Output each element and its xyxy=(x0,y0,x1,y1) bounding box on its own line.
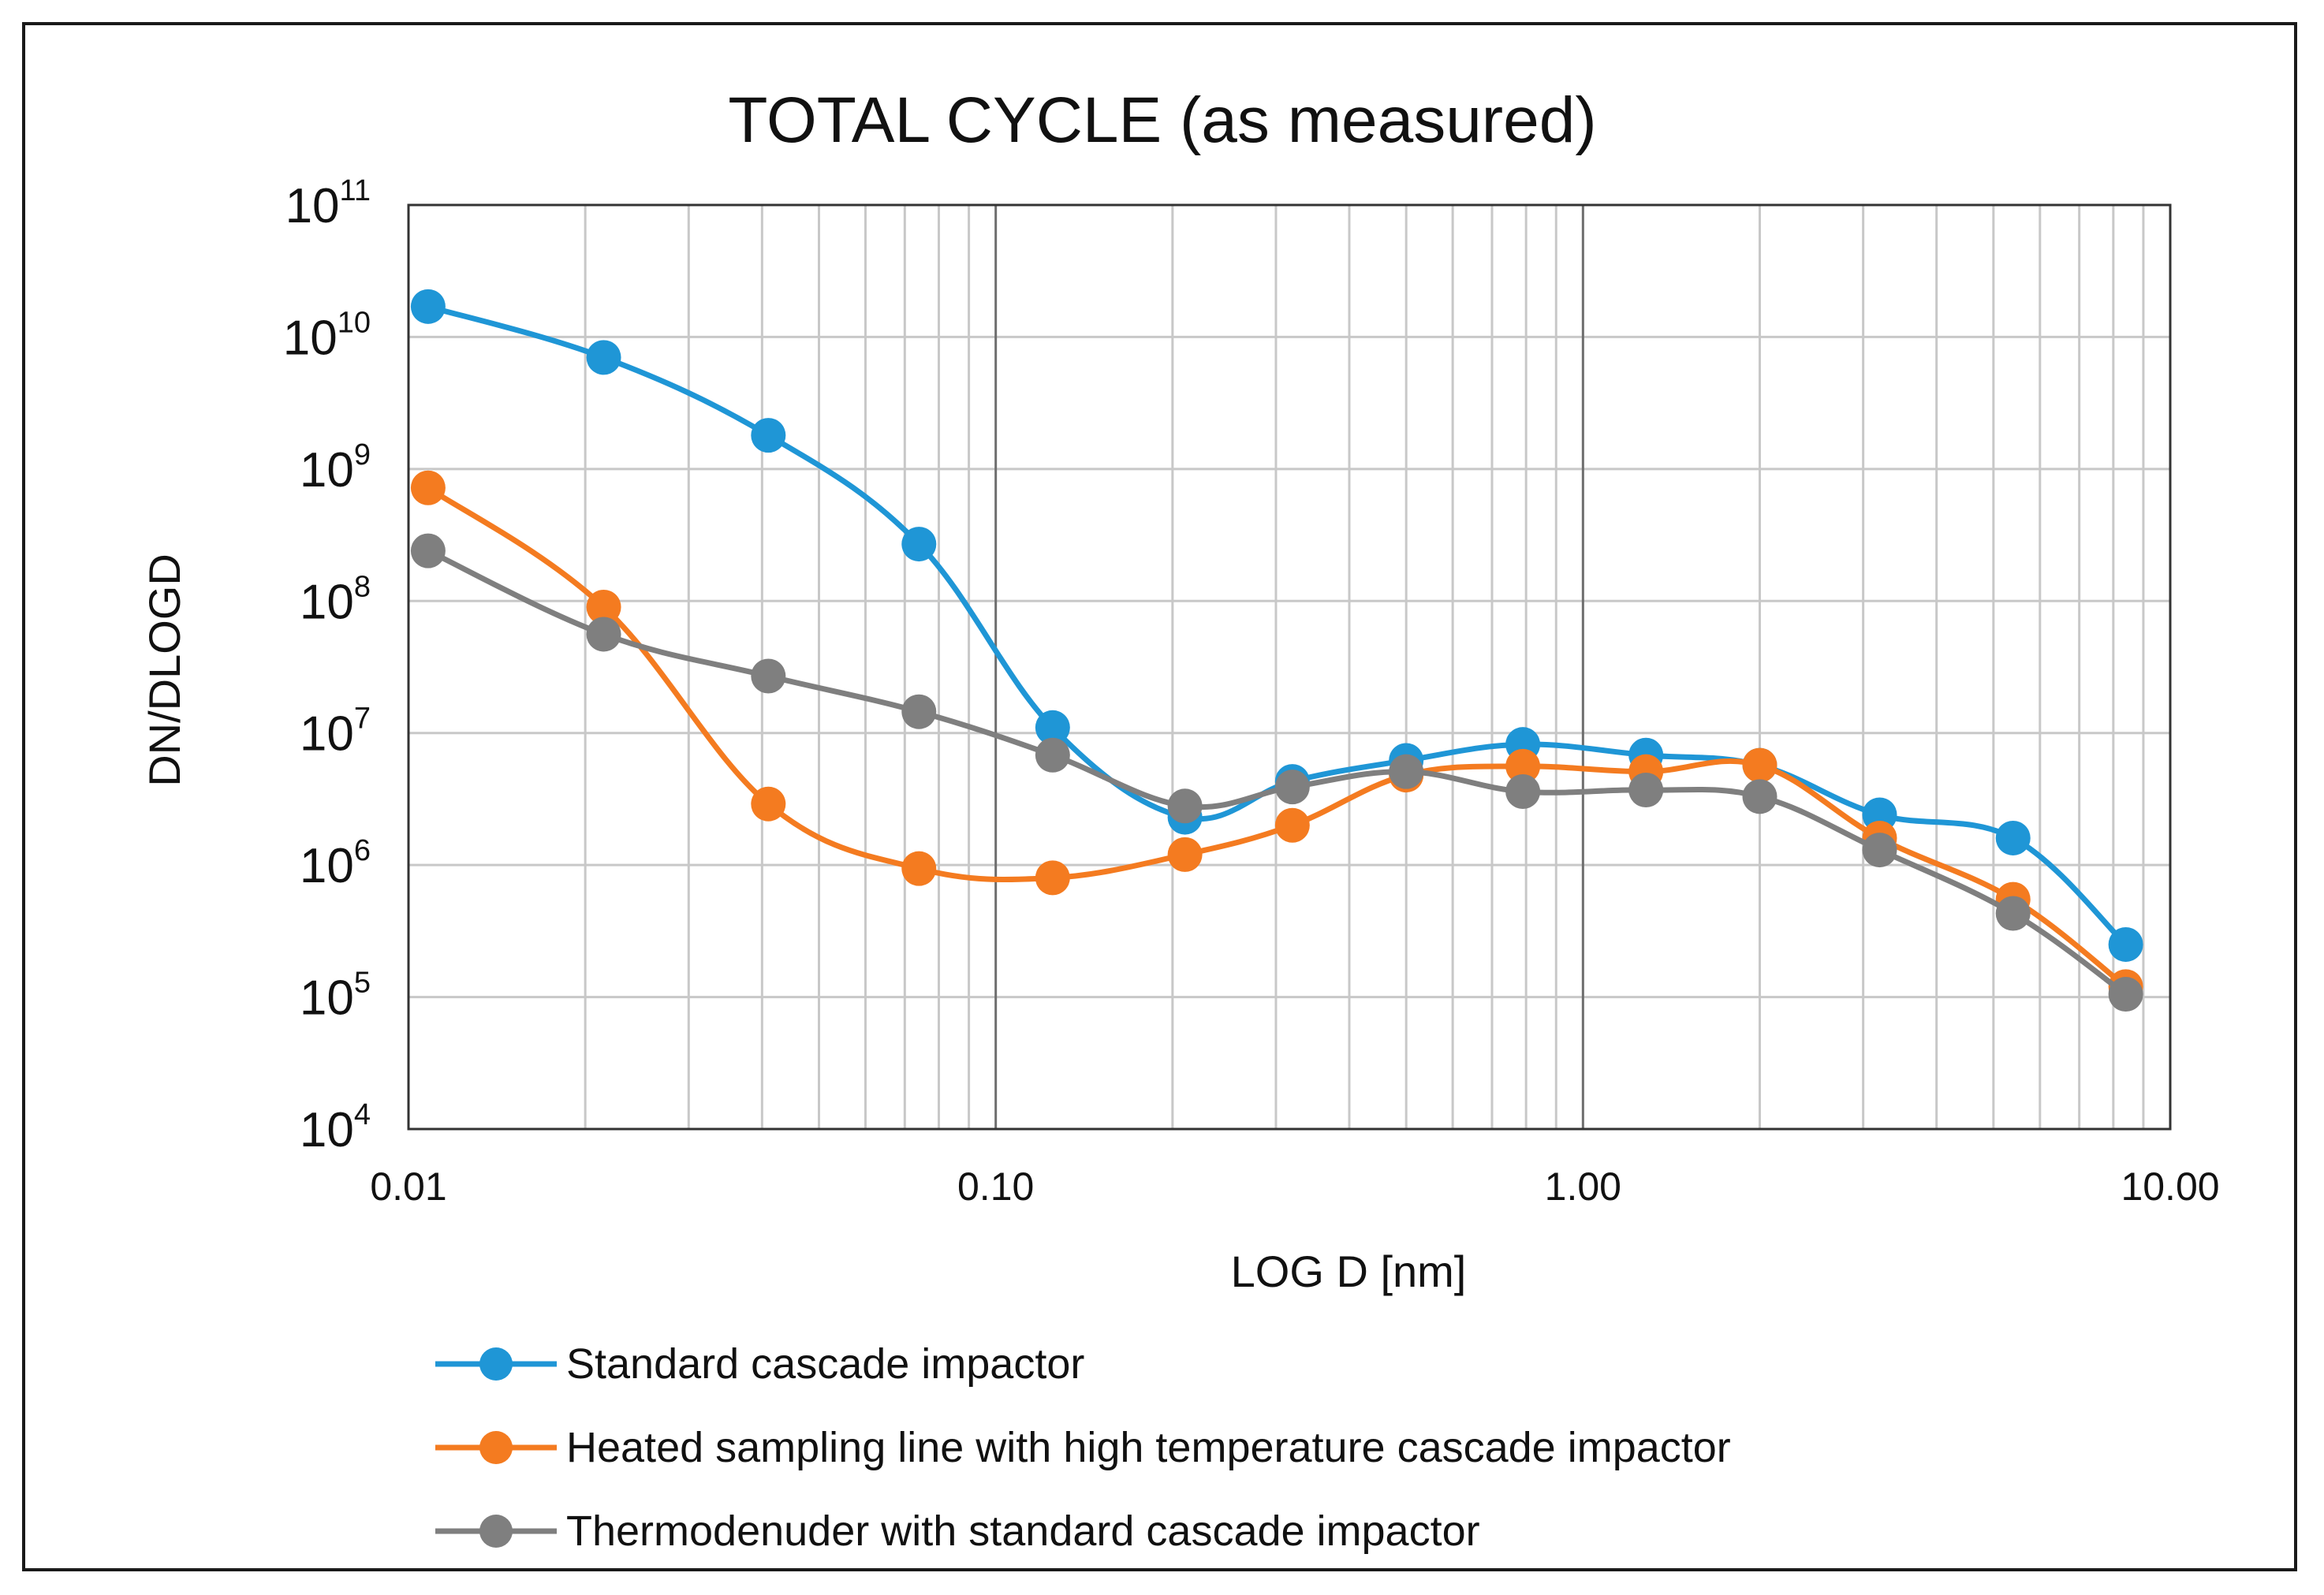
chart-title: TOTAL CYCLE (as measured) xyxy=(728,84,1596,156)
legend: Standard cascade impactor Heated sampling… xyxy=(435,1340,1731,1555)
data-point xyxy=(2108,926,2143,962)
y-tick-label: 109 xyxy=(300,438,371,498)
data-point xyxy=(901,851,937,886)
series-2 xyxy=(410,533,2143,1012)
legend-label: Standard cascade impactor xyxy=(566,1340,1084,1388)
data-point xyxy=(2108,977,2143,1012)
data-point xyxy=(410,533,446,568)
legend-label: Thermodenuder with standard cascade impa… xyxy=(566,1507,1480,1555)
data-point xyxy=(410,289,446,324)
plot-area-border xyxy=(407,203,2172,1131)
series-layer xyxy=(410,289,2143,1012)
y-tick-label: 108 xyxy=(300,570,371,629)
legend-marker xyxy=(479,1431,513,1464)
data-point xyxy=(901,694,937,729)
legend-item: Standard cascade impactor xyxy=(435,1340,1084,1388)
data-point xyxy=(1505,774,1541,810)
data-point xyxy=(1628,773,1664,808)
data-point xyxy=(586,340,621,375)
legend-marker xyxy=(479,1347,513,1381)
x-tick-label: 0.01 xyxy=(370,1165,446,1209)
data-point xyxy=(751,786,786,822)
data-point xyxy=(1035,710,1070,745)
y-tick-label: 1010 xyxy=(283,306,371,365)
data-point xyxy=(586,617,621,652)
legend-label: Heated sampling line with high temperatu… xyxy=(566,1424,1731,1471)
y-axis-ticks: 104 105 106 107 108 109 1010 1011 xyxy=(283,174,371,1157)
data-point xyxy=(1167,837,1203,872)
data-point xyxy=(586,589,621,624)
x-tick-label: 0.10 xyxy=(957,1165,1034,1209)
data-point xyxy=(1274,770,1310,805)
x-tick-label: 10.00 xyxy=(2121,1165,2219,1209)
data-point xyxy=(1035,737,1070,773)
x-axis-label: LOG D [nm] xyxy=(1231,1247,1467,1296)
minor-gridlines xyxy=(408,205,2170,1129)
x-axis-ticks: 0.01 0.10 1.00 10.00 xyxy=(370,1165,2219,1209)
data-point xyxy=(1035,860,1070,896)
data-point xyxy=(1389,754,1424,789)
data-point xyxy=(1167,788,1203,824)
y-tick-label: 1011 xyxy=(285,174,371,233)
legend-marker xyxy=(479,1515,513,1548)
y-tick-label: 105 xyxy=(300,967,371,1026)
y-axis-label: DN/DLOGD xyxy=(140,553,189,787)
data-point xyxy=(751,418,786,453)
series-1 xyxy=(410,470,2143,1004)
data-point xyxy=(1505,748,1541,784)
legend-item: Thermodenuder with standard cascade impa… xyxy=(435,1507,1480,1555)
y-tick-label: 107 xyxy=(300,702,371,762)
data-point xyxy=(1742,747,1778,783)
data-point xyxy=(1995,896,2031,931)
major-gridlines xyxy=(994,205,1584,1129)
data-point xyxy=(751,658,786,694)
data-point xyxy=(1862,833,1897,868)
x-tick-label: 1.00 xyxy=(1545,1165,1621,1209)
y-tick-label: 106 xyxy=(300,834,371,893)
legend-item: Heated sampling line with high temperatu… xyxy=(435,1424,1731,1471)
data-point xyxy=(901,527,937,562)
y-tick-label: 104 xyxy=(300,1098,371,1157)
data-point xyxy=(1742,779,1778,814)
chart-frame xyxy=(22,22,2297,1571)
data-point xyxy=(410,470,446,505)
data-point xyxy=(1995,820,2031,855)
data-point xyxy=(1274,807,1310,843)
